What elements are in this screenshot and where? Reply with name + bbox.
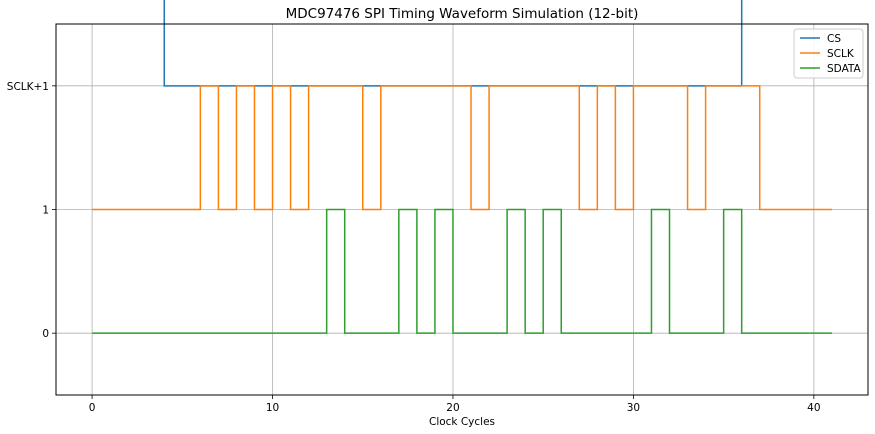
x-axis: 0 10 20 30 40 bbox=[89, 395, 821, 414]
legend-label-sclk: SCLK bbox=[827, 48, 855, 60]
y-tick-label: SCLK+1 bbox=[7, 81, 49, 93]
series-lines bbox=[92, 0, 832, 334]
x-tick-label: 0 bbox=[89, 402, 96, 414]
y-tick-label: 0 bbox=[42, 328, 49, 340]
legend: CS SCLK SDATA bbox=[793, 28, 864, 79]
legend-label-cs: CS bbox=[827, 33, 841, 45]
y-tick-label: 1 bbox=[42, 205, 49, 217]
x-tick-label: 30 bbox=[627, 402, 640, 414]
x-axis-label: Clock Cycles bbox=[429, 416, 495, 428]
series-line-sclk bbox=[92, 85, 832, 211]
series-line-sdata bbox=[92, 208, 832, 334]
legend-label-sdata: SDATA bbox=[827, 63, 862, 75]
chart-title: MDC97476 SPI Timing Waveform Simulation … bbox=[286, 6, 639, 22]
legend-box bbox=[793, 28, 864, 79]
x-tick-label: 10 bbox=[266, 402, 279, 414]
x-tick-label: 40 bbox=[807, 402, 820, 414]
x-tick-label: 20 bbox=[446, 402, 459, 414]
grid-lines bbox=[56, 24, 868, 395]
